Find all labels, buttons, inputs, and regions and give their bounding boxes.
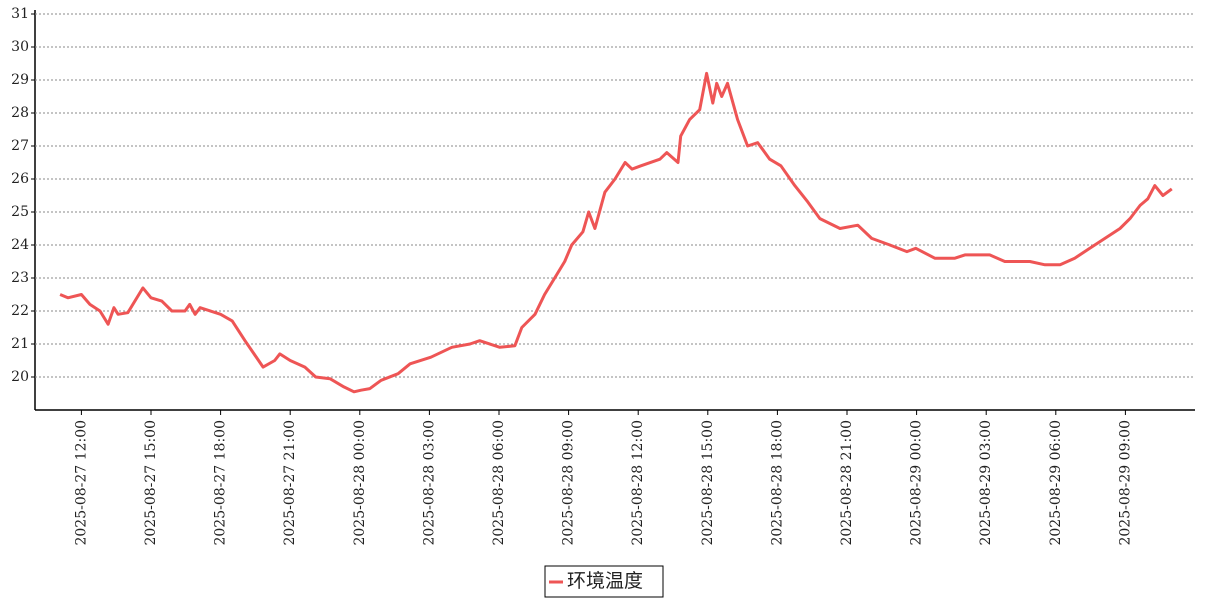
x-tick-label: 2025-08-28 15:00 (700, 420, 716, 546)
y-tick-label: 21 (11, 336, 29, 352)
x-tick-label: 2025-08-28 09:00 (561, 420, 577, 546)
y-tick-label: 22 (11, 303, 29, 319)
legend-box (544, 565, 664, 598)
line-series (59, 71, 1173, 394)
y-tick-label: 27 (11, 138, 29, 154)
x-tick-label: 2025-08-27 18:00 (213, 420, 229, 546)
x-tick-label: 2025-08-27 15:00 (143, 420, 159, 546)
x-tick-label: 2025-08-27 21:00 (282, 420, 298, 546)
legend-label: 环境温度 (567, 570, 643, 592)
legend: 环境温度 (544, 565, 664, 598)
x-tick-label: 2025-08-28 06:00 (491, 420, 507, 546)
y-tick-label: 23 (11, 270, 29, 286)
x-tick-label: 2025-08-28 00:00 (352, 420, 368, 546)
x-tick-label: 2025-08-28 21:00 (839, 420, 855, 546)
y-tick-label: 26 (11, 171, 29, 187)
x-tick-label: 2025-08-29 09:00 (1117, 420, 1133, 546)
y-tick-label: 30 (11, 39, 29, 55)
y-tick-label: 31 (11, 6, 29, 22)
x-tick-label: 2025-08-28 03:00 (421, 420, 437, 546)
y-tick-label: 29 (11, 72, 29, 88)
x-tick-label: 2025-08-29 06:00 (1048, 420, 1064, 546)
y-tick-label: 20 (11, 369, 29, 385)
y-tick-label: 24 (11, 237, 29, 253)
x-tick-label: 2025-08-28 12:00 (630, 420, 646, 546)
y-tick-label: 25 (11, 204, 29, 220)
x-tick-label: 2025-08-27 12:00 (73, 420, 89, 546)
x-tick-label: 2025-08-29 00:00 (909, 420, 925, 546)
x-tick-label: 2025-08-28 18:00 (769, 420, 785, 546)
y-tick-label: 28 (11, 105, 29, 121)
x-tick-label: 2025-08-29 03:00 (978, 420, 994, 546)
